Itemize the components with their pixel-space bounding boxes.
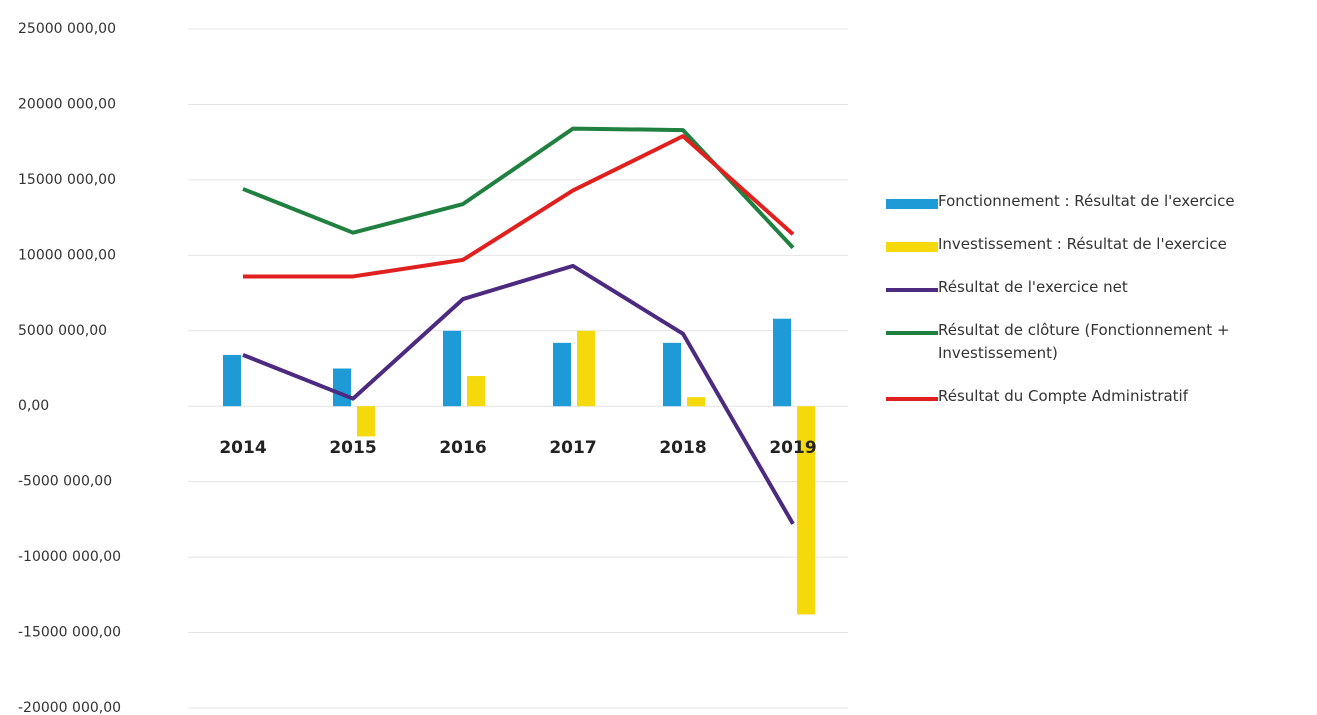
bar (467, 376, 485, 407)
x-tick-label: 2018 (659, 438, 706, 458)
legend-item: Résultat de clôture (Fonctionnement + In… (886, 319, 1316, 365)
y-tick-label: 0,00 (18, 398, 49, 414)
bar (357, 406, 375, 437)
bar (797, 406, 815, 615)
y-tick-label: 20000 000,00 (18, 96, 116, 112)
y-tick-label: -20000 000,00 (18, 700, 121, 715)
bar (553, 342, 571, 407)
y-tick-label: 25000 000,00 (18, 21, 116, 37)
x-tick-label: 2019 (769, 438, 816, 458)
bar (773, 318, 791, 407)
x-tick-label: 2016 (439, 438, 486, 458)
x-tick-label: 2014 (219, 438, 266, 458)
y-tick-label: -10000 000,00 (18, 549, 121, 565)
y-tick-label: 15000 000,00 (18, 172, 116, 188)
legend-label: Résultat de clôture (Fonctionnement + In… (938, 321, 1230, 362)
legend-swatch (886, 397, 938, 401)
x-tick-label: 2015 (329, 438, 376, 458)
legend-item: Résultat de l'exercice net (886, 276, 1316, 299)
legend-label: Résultat du Compte Administratif (938, 387, 1189, 405)
legend-swatch (886, 331, 938, 335)
legend-swatch (886, 288, 938, 292)
y-tick-label: -15000 000,00 (18, 625, 121, 641)
y-tick-label: -5000 000,00 (18, 474, 112, 490)
bar (223, 354, 241, 407)
swatch (886, 242, 938, 252)
y-tick-label: 10000 000,00 (18, 247, 116, 263)
bar (443, 330, 461, 407)
x-tick-label: 2017 (549, 438, 596, 458)
y-tick-label: 5000 000,00 (18, 323, 107, 339)
line (242, 126, 795, 250)
bar (577, 330, 595, 407)
legend-item: Fonctionnement : Résultat de l'exercice (886, 190, 1316, 213)
bar (333, 368, 351, 407)
line (242, 263, 795, 525)
line (243, 134, 795, 279)
legend-item: Résultat du Compte Administratif (886, 385, 1316, 408)
legend-label: Investissement : Résultat de l'exercice (938, 235, 1227, 253)
bar (687, 397, 705, 407)
legend-swatch (886, 199, 938, 209)
legend-item: Investissement : Résultat de l'exercice (886, 233, 1316, 256)
bar (663, 342, 681, 407)
legend-label: Fonctionnement : Résultat de l'exercice (938, 192, 1235, 210)
legend: Fonctionnement : Résultat de l'exercice I… (886, 190, 1316, 428)
legend-label: Résultat de l'exercice net (938, 278, 1128, 296)
legend-swatch (886, 242, 938, 252)
swatch (886, 199, 938, 209)
